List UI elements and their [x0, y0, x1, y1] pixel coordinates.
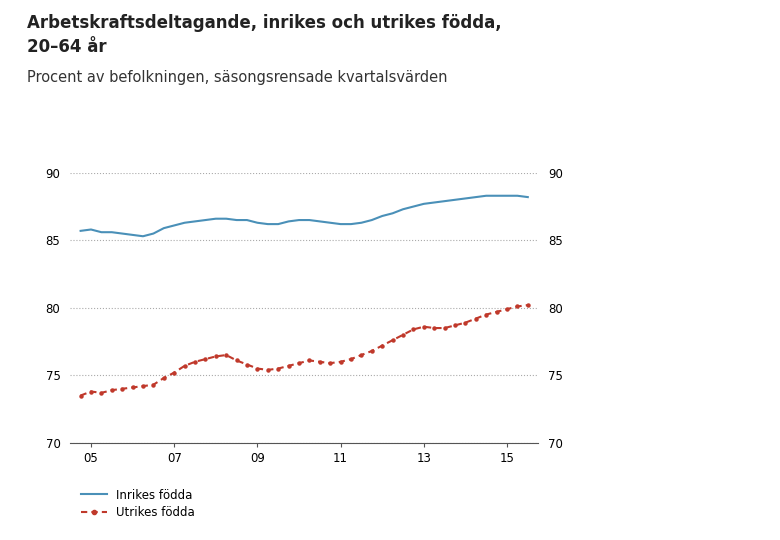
Text: Procent av befolkningen, säsongsrensade kvartalsvärden: Procent av befolkningen, säsongsrensade …: [27, 70, 448, 85]
Legend: Inrikes födda, Utrikes födda: Inrikes födda, Utrikes födda: [76, 484, 200, 524]
Text: Arbetskraftsdeltagande, inrikes och utrikes födda,: Arbetskraftsdeltagande, inrikes och utri…: [27, 14, 502, 31]
Text: 20–64 år: 20–64 år: [27, 38, 107, 56]
